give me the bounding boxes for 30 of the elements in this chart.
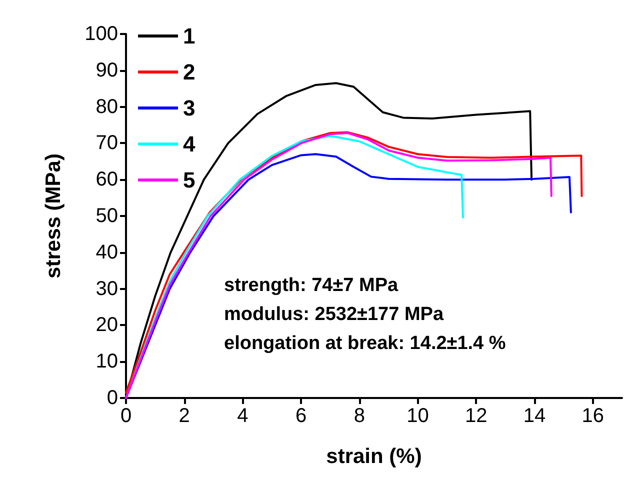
x-tick-label: 12	[464, 405, 488, 427]
x-tick-label: 0	[120, 405, 132, 427]
legend-label: 4	[183, 132, 196, 156]
y-tick-label: 40	[96, 241, 118, 264]
y-tick-label: 70	[96, 132, 118, 154]
annotation: elongation at break: 14.2±1.4 %	[224, 333, 506, 354]
legend-label: 1	[183, 24, 196, 48]
y-tick-label: 10	[96, 350, 118, 373]
x-tick-label: 16	[582, 405, 604, 427]
annotation: strength: 74±7 MPa	[224, 275, 399, 296]
x-tick-label: 10	[406, 405, 429, 427]
y-tick-label: 20	[96, 314, 118, 336]
y-tick-label: 30	[96, 278, 118, 300]
y-axis-title: stress (MPa)	[42, 154, 65, 278]
x-tick-label: 6	[295, 405, 307, 427]
y-tick-label: 80	[96, 96, 118, 118]
y-tick-label: 0	[106, 387, 118, 409]
x-tick-label: 4	[237, 405, 248, 427]
legend-label: 5	[183, 168, 196, 192]
x-axis-title: strain (%)	[326, 445, 422, 468]
y-tick-label: 90	[96, 59, 118, 82]
y-tick-label: 100	[84, 23, 118, 45]
y-tick-label: 60	[96, 168, 118, 191]
y-tick-label: 50	[96, 205, 118, 227]
legend-label: 3	[183, 96, 196, 120]
x-tick-label: 2	[178, 405, 190, 427]
x-tick-label: 14	[523, 405, 546, 427]
annotation: modulus: 2532±177 MPa	[224, 304, 444, 325]
legend-label: 2	[183, 60, 196, 84]
x-tick-label: 8	[354, 405, 365, 427]
